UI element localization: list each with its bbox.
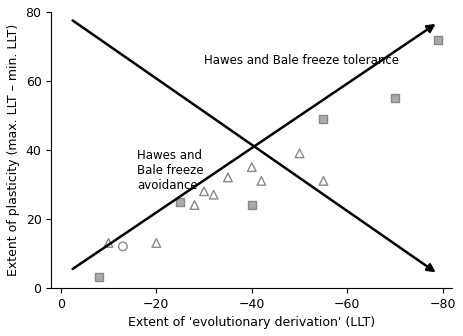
Point — [209, 192, 217, 197]
Text: Hawes and Bale freeze tolerance: Hawes and Bale freeze tolerance — [204, 54, 398, 67]
Point — [95, 275, 102, 280]
Point — [105, 240, 112, 246]
Point — [119, 244, 126, 249]
Text: Hawes and
Bale freeze
avoidance: Hawes and Bale freeze avoidance — [137, 149, 203, 192]
Point — [319, 178, 326, 183]
Point — [433, 37, 441, 42]
Point — [257, 178, 264, 183]
Point — [152, 240, 160, 246]
Point — [248, 164, 255, 170]
Point — [248, 202, 255, 208]
Point — [200, 188, 207, 194]
Point — [224, 175, 231, 180]
Point — [176, 199, 183, 204]
Point — [390, 95, 398, 101]
Point — [190, 202, 198, 208]
X-axis label: Extent of 'evolutionary derivation' (LLT): Extent of 'evolutionary derivation' (LLT… — [128, 316, 375, 329]
Point — [319, 116, 326, 122]
Point — [295, 151, 303, 156]
Y-axis label: Extent of plasticity (max. LLT – min. LLT): Extent of plasticity (max. LLT – min. LL… — [7, 24, 20, 276]
